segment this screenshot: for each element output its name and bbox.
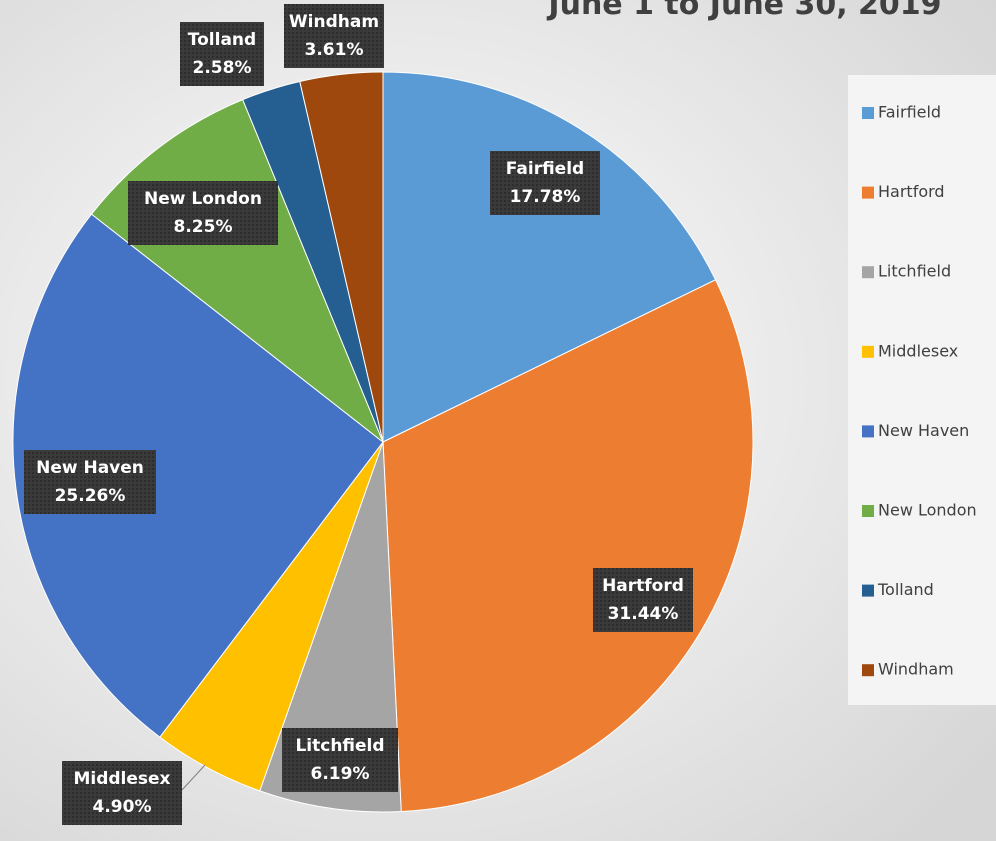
- data-label-box: [62, 761, 182, 825]
- slice: [259, 441, 402, 813]
- data-label-name: New Haven: [36, 458, 144, 478]
- slice: [299, 71, 384, 443]
- legend-label: Windham: [878, 660, 954, 679]
- data-label-name: Middlesex: [73, 769, 170, 789]
- data-label-box: [24, 450, 156, 514]
- legend-swatch: [862, 584, 874, 597]
- legend-box: [848, 75, 996, 705]
- legend-swatch: [862, 107, 874, 119]
- data-label-value: 4.90%: [93, 797, 152, 817]
- data-label-value: 25.26%: [55, 486, 126, 506]
- legend-label: New London: [878, 501, 977, 520]
- data-label-value: 17.78%: [510, 187, 581, 207]
- data-label-box: [282, 728, 398, 792]
- slice: [382, 279, 754, 813]
- data-label-box: [180, 22, 264, 86]
- data-label-box: [284, 4, 384, 68]
- legend-label: Middlesex: [878, 341, 958, 360]
- legend-swatch: [862, 345, 874, 358]
- slices: [12, 71, 754, 813]
- data-label-name: New London: [144, 189, 262, 209]
- legend-swatch: [862, 664, 874, 677]
- legend-label: Litchfield: [878, 262, 951, 281]
- data-label-value: 6.19%: [311, 764, 370, 784]
- data-label-name: Hartford: [602, 576, 684, 596]
- legend-label: Tolland: [877, 580, 934, 599]
- data-label-value: 2.58%: [193, 58, 252, 78]
- data-label-name: Windham: [289, 12, 379, 32]
- data-label-name: Litchfield: [295, 736, 384, 756]
- data-label-value: 3.61%: [305, 40, 364, 60]
- data-label-value: 31.44%: [608, 604, 679, 624]
- slice: [12, 213, 384, 738]
- data-label-name: Fairfield: [506, 159, 584, 179]
- legend-swatch: [862, 425, 874, 438]
- data-label-value: 8.25%: [174, 217, 233, 237]
- legend-label: New Haven: [878, 421, 969, 440]
- legend-label: Hartford: [878, 182, 945, 201]
- legend: Fairfield Hartford Litchfield Middlesex New …: [862, 103, 977, 679]
- data-label-box: [593, 568, 693, 632]
- labels: Fairfield 17.78% Hartford 31.44% Litchfield 6…: [24, 4, 693, 825]
- slice: [382, 71, 717, 443]
- legend-swatch: [862, 266, 874, 279]
- chart-title: June 1 to June 30, 2019: [546, 0, 941, 22]
- leader-line: [181, 764, 206, 791]
- legend-swatch: [862, 505, 874, 517]
- data-label-box: [490, 151, 600, 215]
- data-label-box: [128, 181, 278, 245]
- legend-label: Fairfield: [878, 103, 941, 122]
- legend-swatch: [862, 186, 874, 199]
- data-label-name: Tolland: [188, 30, 256, 50]
